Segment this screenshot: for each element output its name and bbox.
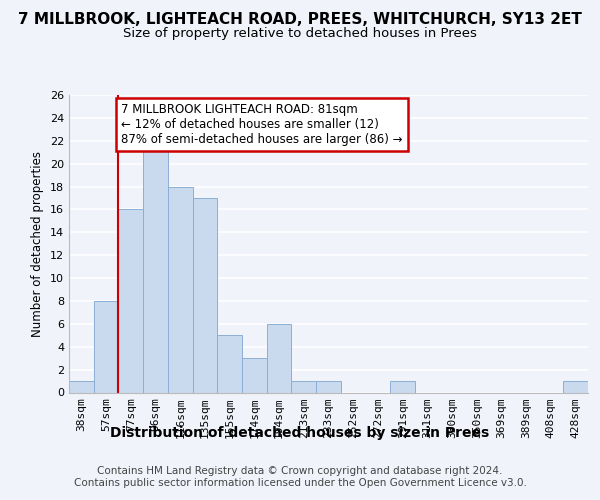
Bar [563,381,588,392]
Bar [242,358,267,392]
Bar [143,141,168,393]
Bar [267,324,292,392]
Text: 7 MILLBROOK LIGHTEACH ROAD: 81sqm
← 12% of detached houses are smaller (12)
87% : 7 MILLBROOK LIGHTEACH ROAD: 81sqm ← 12% … [121,103,403,146]
Text: Contains HM Land Registry data © Crown copyright and database right 2024.
Contai: Contains HM Land Registry data © Crown c… [74,466,526,487]
Bar [217,336,242,392]
Bar [390,381,415,392]
Bar [118,210,143,392]
Bar [69,381,94,392]
Bar [316,381,341,392]
Text: Distribution of detached houses by size in Prees: Distribution of detached houses by size … [110,426,490,440]
Text: 7 MILLBROOK, LIGHTEACH ROAD, PREES, WHITCHURCH, SY13 2ET: 7 MILLBROOK, LIGHTEACH ROAD, PREES, WHIT… [18,12,582,28]
Text: Size of property relative to detached houses in Prees: Size of property relative to detached ho… [123,28,477,40]
Bar [168,186,193,392]
Bar [193,198,217,392]
Y-axis label: Number of detached properties: Number of detached properties [31,151,44,337]
Bar [292,381,316,392]
Bar [94,301,118,392]
